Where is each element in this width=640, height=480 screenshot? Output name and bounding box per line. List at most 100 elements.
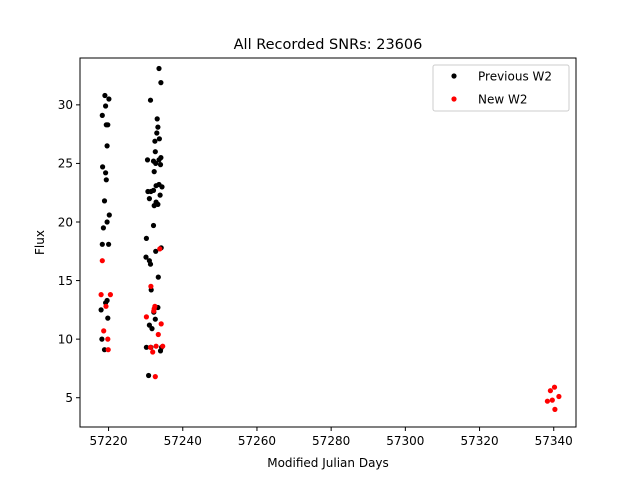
- point-new-w2: [107, 292, 113, 298]
- plot-area-frame: [79, 57, 577, 428]
- point-new-w2: [551, 384, 558, 390]
- point-previous-w2: [103, 170, 109, 176]
- x-axis-label: Modified Julian Days: [267, 456, 389, 470]
- x-tick-label: 57320: [460, 434, 498, 448]
- point-previous-w2: [100, 225, 106, 231]
- point-new-w2: [151, 308, 157, 314]
- point-previous-w2: [104, 219, 110, 225]
- y-axis-label: Flux: [33, 230, 47, 255]
- point-previous-w2: [147, 97, 154, 103]
- point-new-w2: [153, 343, 159, 349]
- point-previous-w2: [153, 160, 159, 166]
- point-previous-w2: [157, 348, 164, 354]
- y-tick-label: 15: [58, 274, 73, 288]
- point-previous-w2: [154, 116, 160, 122]
- legend-label-new-w2: New W2: [478, 93, 528, 107]
- point-previous-w2: [99, 112, 105, 118]
- x-tick-label: 57260: [238, 434, 276, 448]
- point-previous-w2: [105, 122, 111, 128]
- point-previous-w2: [100, 164, 106, 170]
- point-new-w2: [152, 303, 158, 309]
- point-previous-w2: [106, 212, 112, 218]
- point-new-w2: [152, 374, 158, 380]
- point-previous-w2: [159, 184, 165, 190]
- y-tick-label: 30: [58, 98, 73, 112]
- point-previous-w2: [146, 372, 152, 379]
- point-previous-w2: [150, 222, 157, 229]
- point-previous-w2: [143, 235, 149, 241]
- point-new-w2: [148, 283, 154, 289]
- point-previous-w2: [144, 157, 151, 163]
- point-previous-w2: [143, 344, 149, 350]
- point-previous-w2: [157, 192, 163, 198]
- point-new-w2: [105, 347, 111, 353]
- point-previous-w2: [104, 143, 110, 149]
- point-previous-w2: [155, 124, 161, 130]
- x-tick-label: 57220: [89, 434, 127, 448]
- point-new-w2: [103, 303, 109, 309]
- y-tick-label: 5: [65, 391, 73, 405]
- point-previous-w2: [155, 274, 161, 280]
- legend: Previous W2 New W2: [432, 64, 570, 112]
- chart-title: All Recorded SNRs: 23606: [234, 37, 423, 53]
- point-previous-w2: [98, 307, 104, 313]
- legend-label-previous-w2: Previous W2: [478, 70, 552, 84]
- point-previous-w2: [158, 155, 164, 161]
- x-tick-label: 57340: [535, 434, 573, 448]
- point-new-w2: [98, 292, 104, 298]
- point-previous-w2: [151, 169, 157, 175]
- x-tick-label: 57300: [386, 434, 424, 448]
- point-previous-w2: [146, 196, 152, 202]
- point-new-w2: [143, 314, 149, 320]
- point-previous-w2: [147, 261, 154, 267]
- point-new-w2: [150, 349, 156, 355]
- point-previous-w2: [152, 138, 158, 144]
- point-new-w2: [105, 336, 111, 342]
- point-new-w2: [155, 331, 161, 338]
- point-new-w2: [549, 397, 555, 403]
- x-axis-ticks: 57220 57240 57260 57280 57300 57320 57340: [89, 427, 573, 448]
- point-previous-w2: [101, 198, 108, 204]
- point-previous-w2: [152, 149, 158, 155]
- point-previous-w2: [103, 103, 109, 109]
- legend-marker-new-w2: [451, 96, 457, 102]
- point-previous-w2: [157, 162, 164, 168]
- legend-marker-previous-w2: [451, 73, 457, 79]
- point-new-w2: [147, 344, 154, 350]
- point-new-w2: [556, 393, 562, 400]
- y-tick-label: 20: [58, 215, 73, 229]
- point-previous-w2: [153, 248, 159, 254]
- point-new-w2: [547, 388, 554, 394]
- y-tick-label: 10: [58, 332, 73, 346]
- point-new-w2: [157, 246, 163, 252]
- point-previous-w2: [156, 136, 162, 142]
- point-previous-w2: [151, 203, 157, 209]
- x-tick-label: 57280: [312, 434, 350, 448]
- point-previous-w2: [149, 326, 155, 332]
- point-previous-w2: [156, 65, 162, 72]
- point-previous-w2: [150, 187, 157, 193]
- y-tick-label: 25: [58, 157, 73, 171]
- point-new-w2: [160, 343, 166, 349]
- point-new-w2: [99, 258, 105, 264]
- point-new-w2: [101, 328, 107, 334]
- y-axis-ticks: 5 10 15 20 25 30: [58, 98, 80, 405]
- point-new-w2: [544, 398, 551, 404]
- point-previous-w2: [99, 336, 105, 342]
- point-previous-w2: [152, 316, 158, 322]
- point-previous-w2: [103, 177, 109, 183]
- point-previous-w2: [154, 130, 160, 136]
- point-previous-w2: [106, 241, 112, 247]
- point-previous-w2: [106, 96, 112, 102]
- point-previous-w2: [158, 80, 164, 86]
- point-previous-w2: [105, 315, 111, 321]
- point-previous-w2: [102, 92, 108, 99]
- point-new-w2: [158, 321, 164, 327]
- point-new-w2: [552, 406, 558, 412]
- point-previous-w2: [101, 347, 108, 353]
- point-previous-w2: [99, 241, 105, 247]
- data-points: [98, 65, 562, 412]
- legend-box: [432, 64, 570, 112]
- x-tick-label: 57240: [164, 434, 202, 448]
